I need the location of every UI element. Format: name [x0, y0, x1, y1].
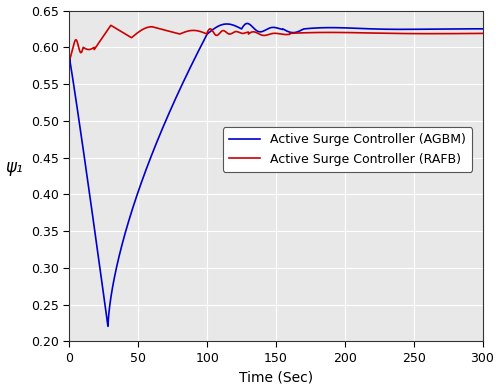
Active Surge Controller (AGBM) — [252, 27, 258, 32]
Active Surge Controller (RAFB) — [222, 29, 228, 34]
Legend: Active Surge Controller (AGBM), Active Surge Controller (RAFB): Active Surge Controller (AGBM), Active S… — [222, 127, 472, 172]
Active Surge Controller (RAFB) — [162, 28, 168, 33]
X-axis label: Time (Sec): Time (Sec) — [239, 370, 313, 385]
Active Surge Controller (RAFB) — [480, 31, 486, 36]
Active Surge Controller (RAFB) — [167, 29, 173, 34]
Active Surge Controller (AGBM) — [167, 109, 173, 114]
Line: Active Surge Controller (AGBM): Active Surge Controller (AGBM) — [70, 23, 482, 326]
Active Surge Controller (AGBM) — [105, 324, 111, 329]
Active Surge Controller (AGBM) — [66, 56, 72, 61]
Active Surge Controller (AGBM) — [476, 27, 482, 31]
Active Surge Controller (AGBM) — [480, 27, 486, 31]
Line: Active Surge Controller (RAFB): Active Surge Controller (RAFB) — [70, 25, 482, 58]
Active Surge Controller (AGBM) — [162, 119, 168, 124]
Active Surge Controller (RAFB) — [476, 31, 482, 36]
Active Surge Controller (AGBM) — [244, 21, 250, 26]
Active Surge Controller (RAFB) — [66, 56, 72, 61]
Active Surge Controller (AGBM) — [222, 22, 228, 27]
Active Surge Controller (AGBM) — [164, 114, 170, 119]
Active Surge Controller (RAFB) — [164, 28, 170, 33]
Y-axis label: ψ₁: ψ₁ — [6, 158, 23, 176]
Active Surge Controller (RAFB) — [252, 30, 258, 34]
Active Surge Controller (RAFB) — [108, 23, 114, 28]
